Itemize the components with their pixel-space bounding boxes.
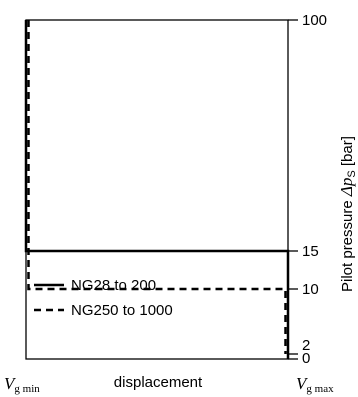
y-tick-label: 100 bbox=[302, 12, 327, 29]
y-tick-label: 10 bbox=[302, 281, 319, 298]
y-tick-label: 2 bbox=[302, 337, 310, 354]
legend: NG28 to 200 NG250 to 1000 bbox=[34, 277, 173, 319]
series-line-ng250-to-1000 bbox=[27, 20, 287, 354]
x-axis-min-label: Vg min bbox=[4, 374, 40, 395]
legend-label-ng250: NG250 to 1000 bbox=[71, 302, 173, 319]
y-axis-ticks: 02 10 15 100 bbox=[288, 12, 327, 367]
series-layer bbox=[24, 20, 290, 359]
x-axis-title: displacement bbox=[114, 374, 203, 391]
series-line-ng28-to-200 bbox=[24, 20, 290, 359]
y-tick-label: 15 bbox=[302, 243, 319, 260]
x-axis-max-label: Vg max bbox=[296, 374, 334, 395]
legend-label-ng28: NG28 to 200 bbox=[71, 277, 156, 294]
y-axis-title: Pilot pressure ΔpS [bar] bbox=[337, 136, 358, 292]
y-tick-label: 0 bbox=[302, 350, 310, 367]
